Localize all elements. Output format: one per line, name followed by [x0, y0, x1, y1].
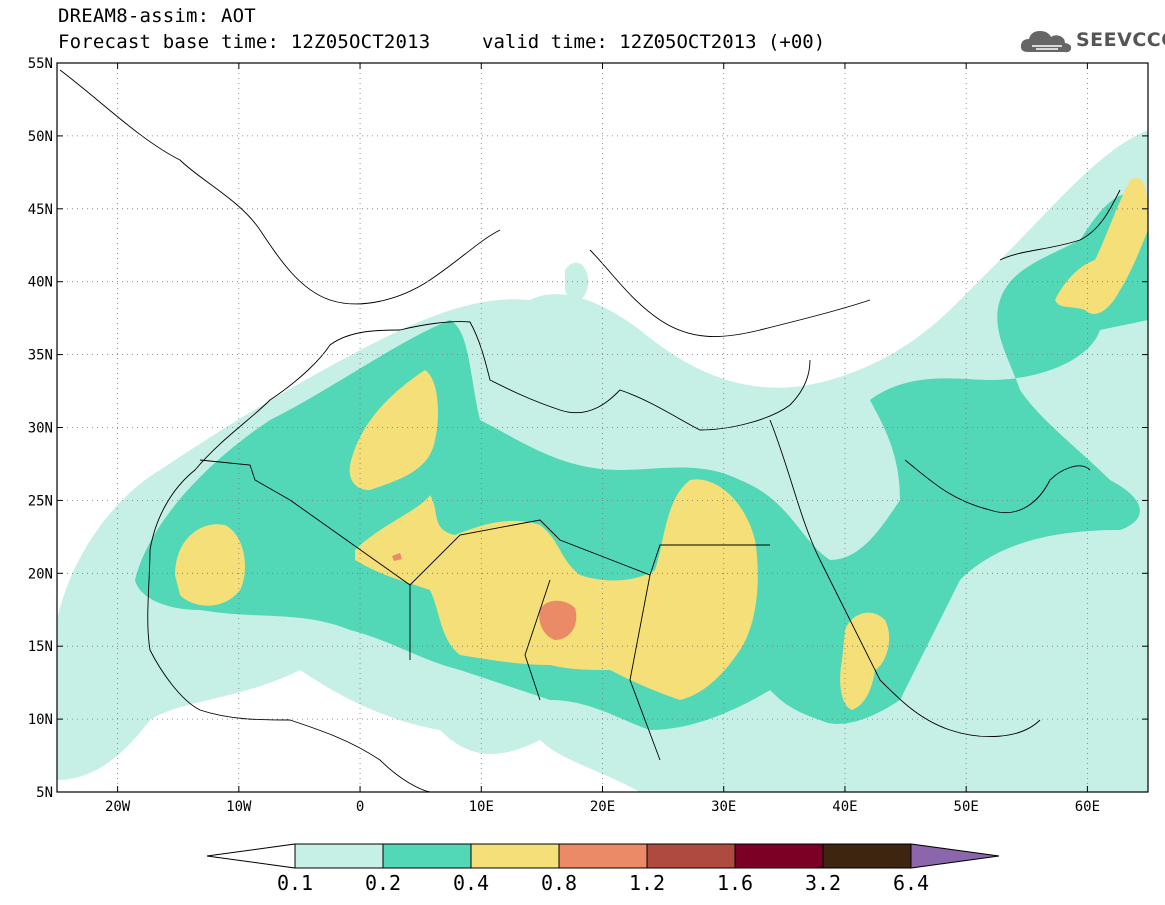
colorbar-label: 0.8 — [541, 871, 577, 895]
colorbar-label: 0.4 — [453, 871, 489, 895]
map-title: DREAM8-assim: AOT — [58, 5, 256, 27]
colorbar-label: 0.2 — [365, 871, 401, 895]
lat-label: 25N — [28, 493, 53, 509]
colorbar: 0.1 0.2 0.4 0.8 1.2 1.6 3.2 6.4 — [206, 843, 1000, 895]
colorbar-label: 6.4 — [893, 871, 929, 895]
coastlines — [59, 69, 1121, 792]
forecast-base-time: Forecast base time: 12Z05OCT2013 — [58, 31, 431, 53]
colorbar-label: 1.6 — [717, 871, 753, 895]
logo-text: SEEVCCC — [1076, 29, 1165, 51]
colorbar-arrow-left — [206, 843, 296, 869]
colorbar-box — [646, 843, 736, 869]
aot-field — [57, 130, 1148, 792]
cloud-icon — [1020, 31, 1072, 53]
lat-label: 50N — [28, 129, 53, 145]
lon-label: 0 — [356, 799, 364, 815]
lon-label: 40E — [832, 799, 857, 815]
colorbar-arrow-right — [910, 843, 1000, 869]
colorbar-label: 1.2 — [629, 871, 665, 895]
colorbar-box — [734, 843, 824, 869]
lon-label: 30E — [711, 799, 736, 815]
lat-label: 45N — [28, 202, 53, 218]
lon-label: 20E — [590, 799, 615, 815]
lon-label: 20W — [105, 799, 131, 815]
lon-label: 10E — [469, 799, 494, 815]
colorbar-box — [470, 843, 560, 869]
valid-time: valid time: 12Z05OCT2013 (+00) — [482, 31, 826, 53]
colorbar-box — [822, 843, 912, 869]
lon-label: 10W — [226, 799, 252, 815]
colorbar-box — [558, 843, 648, 869]
longitude-labels: 20W 10W 0 10E 20E 30E 40E 50E 60E — [105, 63, 1100, 815]
lat-label: 55N — [28, 56, 53, 72]
lat-label: 10N — [28, 712, 53, 728]
lat-label: 40N — [28, 275, 53, 291]
lat-label: 5N — [36, 785, 53, 801]
colorbar-label: 0.1 — [277, 871, 313, 895]
colorbar-box — [294, 843, 384, 869]
graticule — [57, 63, 1148, 792]
lon-label: 50E — [954, 799, 979, 815]
colorbar-label: 3.2 — [805, 871, 841, 895]
lon-label: 60E — [1075, 799, 1100, 815]
lat-label: 35N — [28, 348, 53, 364]
latitude-labels: 55N 50N 45N 40N 35N 30N 25N 20N 15N 10N 5N — [28, 56, 1148, 801]
seevccc-logo: SEEVCCC — [1018, 25, 1165, 57]
lat-label: 30N — [28, 421, 53, 437]
lat-label: 15N — [28, 639, 53, 655]
aot-level-0-8 — [392, 553, 577, 640]
lat-label: 20N — [28, 566, 53, 582]
aot-level-0-4 — [175, 178, 1148, 710]
colorbar-box — [382, 843, 472, 869]
